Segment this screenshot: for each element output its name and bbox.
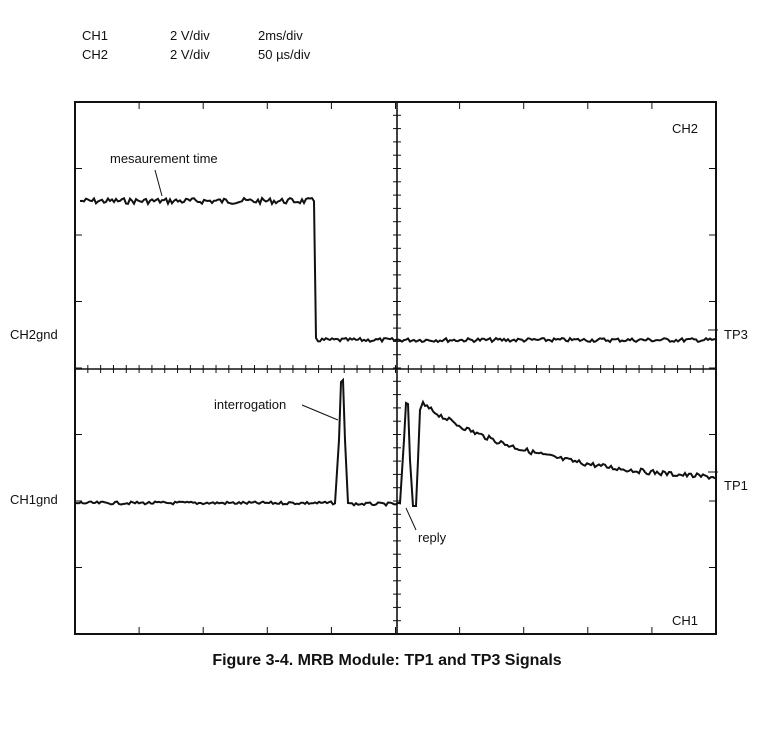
time-per-div: 50 µs/div [258,47,311,62]
ch1-trace [74,377,716,508]
reply-label: reply [418,530,447,545]
callout-lines [154,169,718,531]
tp3-label: TP3 [724,327,748,342]
tp1-label: TP1 [724,478,748,493]
measurement-time-pointer [154,169,163,197]
volts-per-div: 2 V/div [170,47,210,62]
time-per-div: 2ms/div [258,28,303,43]
scope-graticule [75,102,716,634]
reply-pointer [405,507,417,531]
volts-per-div: 2 V/div [170,28,210,43]
settings-row-ch1: CH1 2 V/div 2ms/div [82,26,342,45]
settings-row-ch2: CH2 2 V/div 50 µs/div [82,45,342,64]
ch1-corner-label: CH1 [672,613,699,628]
measurement-time-label: mesaurement time [110,151,218,166]
channel-label: CH2 [82,47,109,62]
interrogation-pointer [301,404,339,421]
ch2-corner-label: CH2 [672,121,699,136]
figure-caption: Figure 3-4. MRB Module: TP1 and TP3 Sign… [212,652,562,669]
channel-label: CH1 [82,28,109,43]
ch2-ground-label: CH2gnd [10,327,58,342]
screen-border [74,101,717,635]
ch1-ground-label: CH1gnd [10,492,58,507]
scope-settings: CH1 2 V/div 2ms/div CH2 2 V/div 50 µs/di… [82,26,342,64]
interrogation-label: interrogation [214,397,287,412]
ch2-trace [79,196,717,344]
